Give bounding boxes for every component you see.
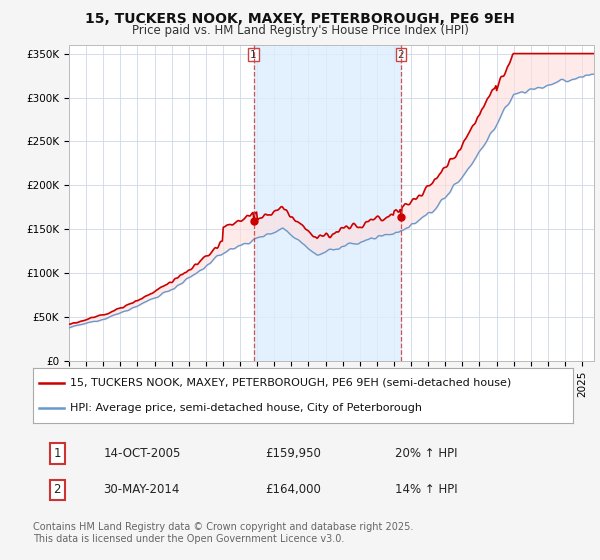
Text: Price paid vs. HM Land Registry's House Price Index (HPI): Price paid vs. HM Land Registry's House … (131, 24, 469, 36)
Bar (254, 45, 401, 361)
Text: £159,950: £159,950 (265, 447, 321, 460)
Text: 14-OCT-2005: 14-OCT-2005 (103, 447, 181, 460)
Text: 2: 2 (398, 49, 404, 59)
Text: 14% ↑ HPI: 14% ↑ HPI (395, 483, 457, 496)
Text: HPI: Average price, semi-detached house, City of Peterborough: HPI: Average price, semi-detached house,… (70, 403, 422, 413)
Text: Contains HM Land Registry data © Crown copyright and database right 2025.
This d: Contains HM Land Registry data © Crown c… (33, 522, 413, 544)
Text: 30-MAY-2014: 30-MAY-2014 (103, 483, 179, 496)
Text: 2: 2 (53, 483, 61, 496)
Text: 15, TUCKERS NOOK, MAXEY, PETERBOROUGH, PE6 9EH: 15, TUCKERS NOOK, MAXEY, PETERBOROUGH, P… (85, 12, 515, 26)
Text: £164,000: £164,000 (265, 483, 321, 496)
Text: 1: 1 (53, 447, 61, 460)
Text: 15, TUCKERS NOOK, MAXEY, PETERBOROUGH, PE6 9EH (semi-detached house): 15, TUCKERS NOOK, MAXEY, PETERBOROUGH, P… (70, 378, 511, 388)
Text: 20% ↑ HPI: 20% ↑ HPI (395, 447, 457, 460)
Text: 1: 1 (250, 49, 257, 59)
